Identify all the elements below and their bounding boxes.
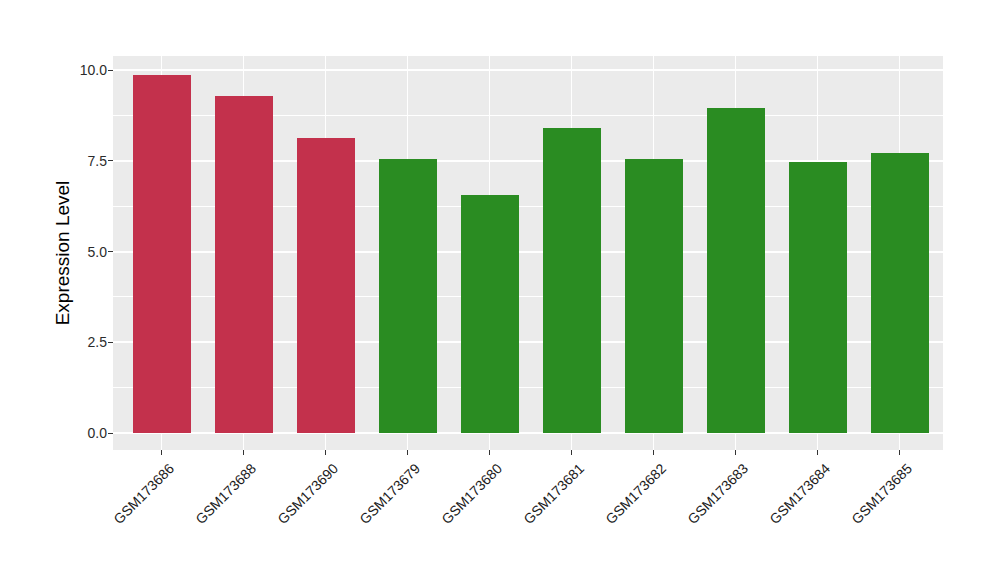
x-tick-label: GSM173679 [357,461,423,527]
x-tick-label: GSM173688 [193,461,259,527]
x-tick-label: GSM173680 [439,461,505,527]
bar-GSM173682 [625,159,683,433]
x-tick-mark [571,450,572,455]
x-tick-mark [243,450,244,455]
bar-GSM173685 [871,153,929,433]
y-tick-mark [108,251,113,252]
y-tick-label: 7.5 [0,153,107,169]
x-tick-label: GSM173684 [767,461,833,527]
y-tick-mark [108,160,113,161]
expression-bar-chart: Expression Level 0.02.55.07.510.0GSM1736… [0,0,1000,580]
y-tick-label: 0.0 [0,425,107,441]
bar-GSM173679 [379,159,437,433]
x-tick-label: GSM173682 [603,461,669,527]
bar-GSM173688 [215,96,273,433]
y-tick-mark [108,70,113,71]
x-tick-mark [653,450,654,455]
bar-GSM173684 [789,162,847,433]
x-tick-mark [325,450,326,455]
x-tick-label: GSM173683 [685,461,751,527]
x-tick-mark [735,450,736,455]
plot-panel [113,56,943,450]
x-tick-mark [161,450,162,455]
bar-GSM173680 [461,195,519,433]
bar-GSM173690 [297,138,355,433]
x-tick-label: GSM173685 [849,461,915,527]
bar-GSM173686 [133,75,191,433]
y-tick-label: 10.0 [0,62,107,78]
gridline-major [113,69,943,71]
y-tick-label: 2.5 [0,334,107,350]
x-tick-mark [489,450,490,455]
x-tick-label: GSM173681 [521,461,587,527]
x-tick-mark [899,450,900,455]
bar-GSM173683 [707,108,765,433]
x-tick-label: GSM173686 [111,461,177,527]
y-tick-mark [108,342,113,343]
bar-GSM173681 [543,128,601,433]
y-tick-mark [108,433,113,434]
x-tick-mark [817,450,818,455]
y-tick-label: 5.0 [0,244,107,260]
x-tick-mark [407,450,408,455]
x-tick-label: GSM173690 [275,461,341,527]
